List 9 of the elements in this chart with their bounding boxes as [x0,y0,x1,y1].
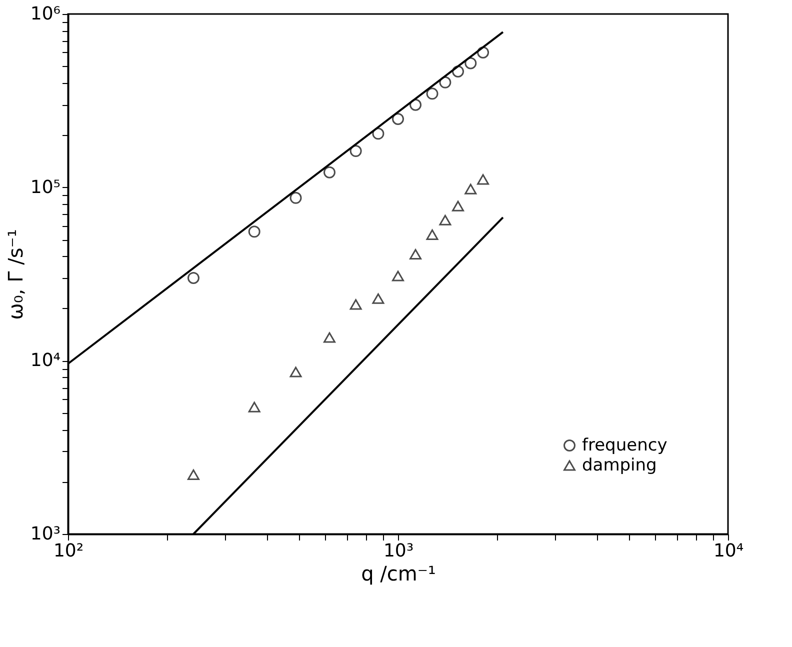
x-tick-label: 10⁴ [713,540,744,562]
x-axis-title: q /cm⁻¹ [361,562,436,586]
legend-label: damping [582,456,657,476]
y-tick-label: 10⁴ [30,350,60,372]
y-tick-label: 10⁶ [30,4,60,24]
legend-label: frequency [582,436,668,456]
x-tick-label: 10³ [383,540,414,562]
y-axis-title: ω₀, Γ /s⁻¹ [3,229,28,320]
y-tick-label: 10⁵ [30,176,60,198]
